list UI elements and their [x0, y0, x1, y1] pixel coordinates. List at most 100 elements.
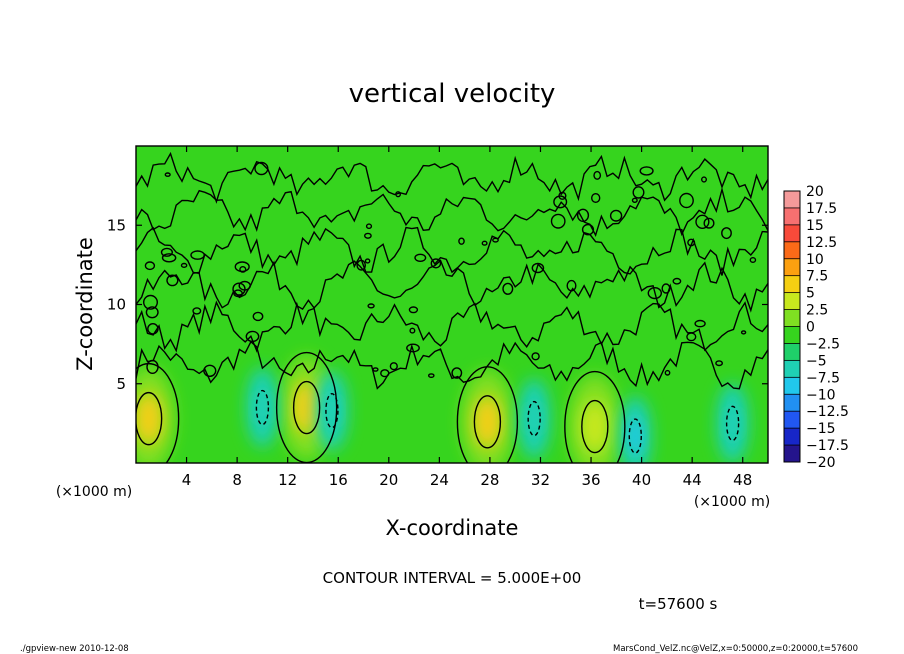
colorbar-level-label: −12.5 — [806, 404, 849, 420]
x-tick-label: 40 — [632, 471, 651, 489]
colorbar-swatch — [784, 326, 800, 344]
contour-blob — [458, 237, 465, 245]
contour-blob — [550, 213, 566, 229]
contour-blob — [502, 282, 514, 295]
updraft-core — [292, 381, 321, 434]
downdraft-core — [255, 389, 270, 426]
contour-blob — [694, 319, 706, 328]
contour-blob — [192, 307, 202, 315]
contour-blob — [701, 176, 708, 183]
contour-blob — [166, 274, 179, 287]
contour-blob — [566, 279, 577, 292]
y-axis: 5 10 15 — [107, 216, 768, 393]
x-tick-label: 32 — [531, 471, 550, 489]
contour-blob — [672, 277, 682, 285]
contour-blob — [147, 322, 159, 335]
contour-blob — [395, 191, 401, 198]
zero-contour — [136, 300, 768, 353]
contour-blob — [631, 197, 638, 204]
downdraft-core — [725, 405, 740, 442]
contour-blob — [408, 306, 419, 314]
colorbar-swatch — [784, 360, 800, 378]
colorbar-level-label: 10 — [806, 252, 824, 268]
updraft-5-contour — [581, 399, 609, 454]
contour-blob — [380, 369, 390, 378]
downdraft-contour — [325, 392, 339, 429]
updraft-core — [473, 395, 502, 448]
contour-blob — [364, 258, 371, 264]
downdraft-contour — [725, 405, 740, 442]
contour-blob — [254, 161, 269, 176]
heatmap-field — [136, 355, 749, 463]
colorbar-level-label: −20 — [806, 455, 836, 471]
contour-blob — [164, 172, 171, 177]
x-tick-label: 4 — [182, 471, 192, 489]
contour-blob — [576, 208, 590, 223]
contour-blob — [406, 343, 420, 353]
colorbar-level-label: 15 — [806, 218, 824, 234]
contour-blob — [687, 238, 696, 247]
contour-blob — [609, 209, 623, 222]
colorbar-level-label: −7.5 — [806, 370, 840, 386]
x-tick-label: 36 — [581, 471, 600, 489]
x-tick-label: 20 — [379, 471, 398, 489]
colorbar-swatch — [784, 207, 800, 226]
contour-blob — [367, 303, 375, 309]
colorbar-level-label: 2.5 — [806, 303, 828, 319]
updraft-zero-contour — [564, 370, 626, 463]
contour-blob — [245, 330, 260, 343]
x-tick-label: 28 — [480, 471, 499, 489]
zero-contour — [136, 186, 768, 238]
downdraft-contour — [628, 418, 642, 454]
contour-blob — [389, 362, 398, 371]
contour-blob — [740, 330, 747, 335]
y-tick-label: 10 — [107, 296, 126, 314]
colorbar-level-label: 12.5 — [806, 235, 837, 251]
updraft-zero-contour — [136, 362, 180, 463]
contour-blob — [180, 262, 188, 268]
contour-lines — [136, 151, 768, 463]
colorbar-level-label: −17.5 — [806, 438, 849, 454]
contour-blob — [203, 364, 217, 377]
footer-right: MarsCond_VelZ.nc@VelZ,x=0:50000,z=0:2000… — [613, 644, 858, 654]
time-label: t=57600 s — [639, 595, 718, 613]
x-tick-label: 8 — [232, 471, 242, 489]
colorbar-level-label: 7.5 — [806, 269, 828, 285]
footer-left: ./gpview-new 2010-12-08 — [20, 644, 129, 654]
x-axis-label: X-coordinate — [386, 516, 519, 540]
downdraft-contour — [527, 400, 541, 437]
contour-blob — [591, 192, 601, 203]
contour-blob — [160, 247, 174, 257]
zero-contour — [136, 340, 768, 390]
contour-blob — [144, 261, 156, 271]
y-unit-label: (×1000 m) — [56, 484, 132, 500]
colorbar-level-label: 17.5 — [806, 201, 837, 217]
zero-contour — [136, 259, 768, 313]
contour-blob — [593, 170, 602, 180]
contour-blob — [252, 311, 264, 322]
contour-blob — [647, 287, 662, 300]
contour-blob — [686, 332, 697, 342]
contour-blob — [409, 327, 416, 334]
updraft-5-contour — [473, 395, 502, 449]
contour-blob — [430, 258, 442, 269]
contour-interval-label: CONTOUR INTERVAL = 5.000E+00 — [323, 569, 582, 587]
downdraft-core — [628, 418, 643, 455]
colorbar-swatch — [784, 258, 800, 277]
colorbar-swatch — [784, 309, 800, 327]
contour-blob — [363, 232, 372, 239]
colorbar-swatch — [784, 292, 800, 310]
colorbar-level-label: 20 — [806, 184, 824, 200]
contour-blob — [715, 360, 723, 367]
x-tick-label: 44 — [683, 471, 702, 489]
contour-blob — [414, 253, 427, 262]
contour-blob — [721, 227, 732, 240]
updraft-core — [580, 400, 609, 453]
colorbar-swatch — [784, 275, 800, 294]
contour-blob — [142, 294, 158, 310]
zero-contour — [136, 151, 768, 204]
x-tick-label: 12 — [278, 471, 297, 489]
plot-background — [136, 146, 768, 463]
contour-blob — [161, 253, 177, 263]
